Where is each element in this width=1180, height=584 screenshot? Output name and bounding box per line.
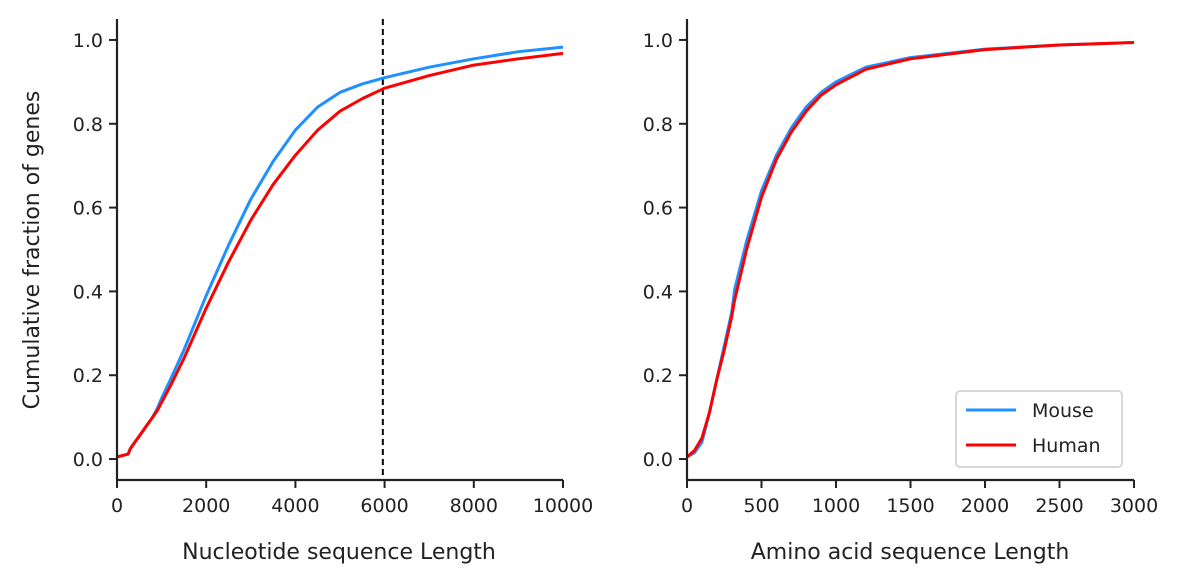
amino-acid-y-tick-label: 0.8 [643, 114, 673, 136]
amino-acid-length-cdf-panel: 0 500 1000 1500 2000 2500 3000 0.0 0.2 0.4 0.6 0.8 1… [643, 19, 1158, 565]
nucleotide-x-tick-label: 8000 [450, 495, 498, 517]
nucleotide-x-tick-label: 10000 [533, 495, 593, 517]
amino-acid-x-tick-label: 0 [681, 495, 693, 517]
amino-acid-human-line [686, 40, 1135, 459]
amino-acid-series-layer [686, 40, 1135, 459]
nucleotide-series-layer [116, 19, 564, 480]
nucleotide-x-tick-label: 0 [111, 495, 123, 517]
amino-acid-x-tick-label: 500 [743, 495, 779, 517]
amino-acid-y-tick-label: 0.4 [643, 281, 673, 303]
nucleotide-y-tick-label: 0.6 [73, 198, 103, 220]
nucleotide-x-tick-label: 6000 [360, 495, 408, 517]
nucleotide-series-2-line [116, 51, 564, 459]
amino-acid-y-tick-label: 0.2 [643, 365, 673, 387]
nucleotide-y-tick-label: 0.4 [73, 281, 103, 303]
nucleotide-y-tick-label: 1.0 [73, 30, 103, 52]
amino-acid-x-tick-label: 1000 [812, 495, 860, 517]
legend: Mouse Human [955, 390, 1123, 468]
nucleotide-y-tick-label: 0.0 [73, 449, 103, 471]
nucleotide-x-tick-label: 2000 [182, 495, 230, 517]
amino-acid-x-axis-title: Amino acid sequence Length [751, 540, 1070, 565]
amino-acid-axes: 0 500 1000 1500 2000 2500 3000 0.0 0.2 0.4 0.6 0.8 1… [643, 19, 1158, 517]
legend-label-mouse: Mouse [1032, 400, 1094, 422]
amino-acid-x-tick-label: 3000 [1110, 495, 1158, 517]
nucleotide-x-axis-title: Nucleotide sequence Length [182, 540, 496, 565]
nucleotide-y-tick-label: 0.8 [73, 114, 103, 136]
amino-acid-x-tick-label: 2500 [1035, 495, 1083, 517]
amino-acid-y-tick-label: 0.0 [643, 449, 673, 471]
nucleotide-y-tick-label: 0.2 [73, 365, 103, 387]
amino-acid-x-tick-label: 1500 [886, 495, 934, 517]
shared-y-axis-title: Cumulative fraction of genes [20, 91, 45, 410]
nucleotide-series-1-line [116, 45, 564, 459]
legend-label-human: Human [1032, 435, 1101, 457]
amino-acid-y-tick-label: 1.0 [643, 30, 673, 52]
nucleotide-length-cdf-panel: 0 2000 4000 6000 8000 10000 0.0 0.2 0.4 0.6 0.8 1.0… [73, 19, 593, 565]
nucleotide-x-tick-label: 4000 [271, 495, 319, 517]
nucleotide-axes: 0 2000 4000 6000 8000 10000 0.0 0.2 0.4 0.6 0.8 1.0 [73, 19, 593, 517]
amino-acid-x-tick-label: 2000 [961, 495, 1009, 517]
amino-acid-y-tick-label: 0.6 [643, 198, 673, 220]
